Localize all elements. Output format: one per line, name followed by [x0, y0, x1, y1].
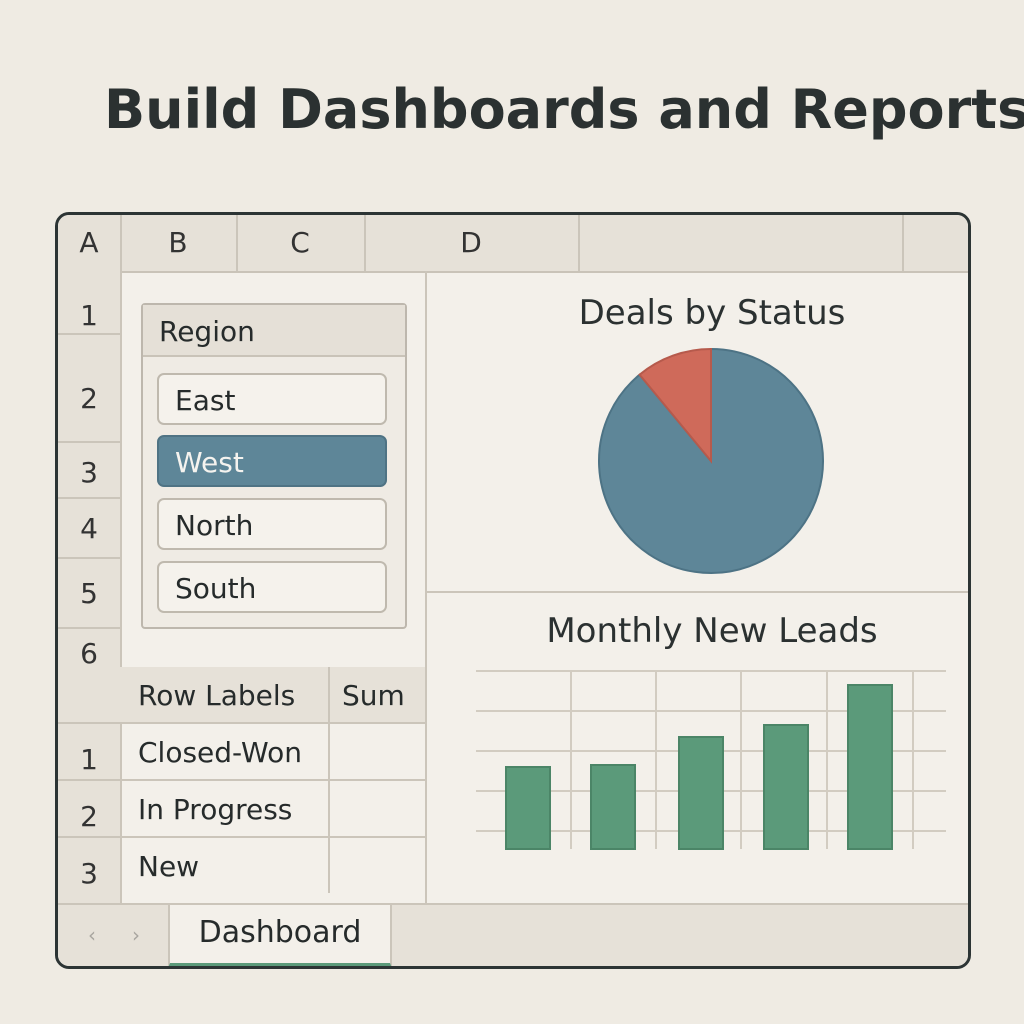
row-header-3[interactable]: 3 [58, 443, 120, 499]
row-header-column: 1 2 3 4 5 6 [58, 271, 122, 670]
pane-divider-vertical [425, 271, 427, 903]
pivot-header-row-labels[interactable]: Row Labels [120, 667, 328, 724]
row-header-2[interactable]: 2 [58, 335, 120, 443]
bar-5[interactable] [847, 684, 893, 850]
column-header-c[interactable]: C [236, 215, 366, 271]
pivot-row-in-progress[interactable]: In Progress [120, 781, 425, 838]
pivot-header-sum[interactable]: Sum [328, 667, 425, 724]
slicer-item-west[interactable]: West [157, 435, 387, 487]
slicer-item-south[interactable]: South [157, 561, 387, 613]
next-sheet-icon[interactable]: › [132, 923, 140, 947]
pivot-row-header-column: 1 2 3 [58, 667, 122, 903]
pivot-row-number-1[interactable]: 1 [58, 724, 120, 781]
bar-4[interactable] [763, 724, 809, 850]
pivot-row-number-3[interactable]: 3 [80, 857, 98, 890]
column-header-b[interactable]: B [120, 215, 238, 271]
pivot-value-cell[interactable] [328, 781, 427, 836]
pivot-value-cell[interactable] [328, 838, 427, 893]
row-header-6[interactable]: 6 [80, 637, 98, 670]
row-header-4[interactable]: 4 [58, 499, 120, 559]
bar-3[interactable] [678, 736, 724, 850]
slicer-item-east[interactable]: East [157, 373, 387, 425]
column-header-bar: A B C D [58, 215, 968, 273]
column-header-d[interactable]: D [364, 215, 580, 271]
sheet-tab-bar: ‹ › Dashboard [58, 903, 968, 966]
pivot-row-header-blank [58, 667, 120, 724]
pivot-row-label: In Progress [138, 793, 293, 826]
page-heading: Build Dashboards and Reports [104, 78, 1024, 141]
pane-divider-horizontal [427, 591, 968, 593]
bar-1[interactable] [505, 766, 551, 850]
pivot-row-closed-won[interactable]: Closed-Won [120, 724, 425, 781]
spreadsheet-window: A B C D 1 2 3 4 5 6 Region East West Nor… [55, 212, 971, 969]
bar-chart[interactable] [476, 665, 946, 855]
pie-chart-title: Deals by Status [578, 293, 846, 333]
pivot-row-label: Closed-Won [138, 736, 302, 769]
pivot-row-number-2[interactable]: 2 [58, 781, 120, 838]
pivot-row-label: New [138, 850, 200, 883]
sheet-tab-dashboard[interactable]: Dashboard [168, 905, 392, 966]
slicer-item-north[interactable]: North [157, 498, 387, 550]
column-header-a[interactable]: A [58, 215, 122, 271]
prev-sheet-icon[interactable]: ‹ [88, 923, 96, 947]
bar-chart-title: Monthly New Leads [546, 611, 878, 651]
row-header-1[interactable]: 1 [58, 271, 120, 335]
slicer-title: Region [143, 305, 405, 357]
bar-2[interactable] [590, 764, 636, 850]
pie-slice-2[interactable] [638, 347, 712, 464]
region-slicer: Region East West North South [141, 303, 407, 629]
pivot-row-new[interactable]: New [120, 838, 425, 895]
column-header-e[interactable] [578, 215, 904, 271]
pivot-value-cell[interactable] [328, 724, 427, 779]
pie-chart[interactable] [591, 341, 831, 581]
row-header-5[interactable]: 5 [58, 559, 120, 629]
